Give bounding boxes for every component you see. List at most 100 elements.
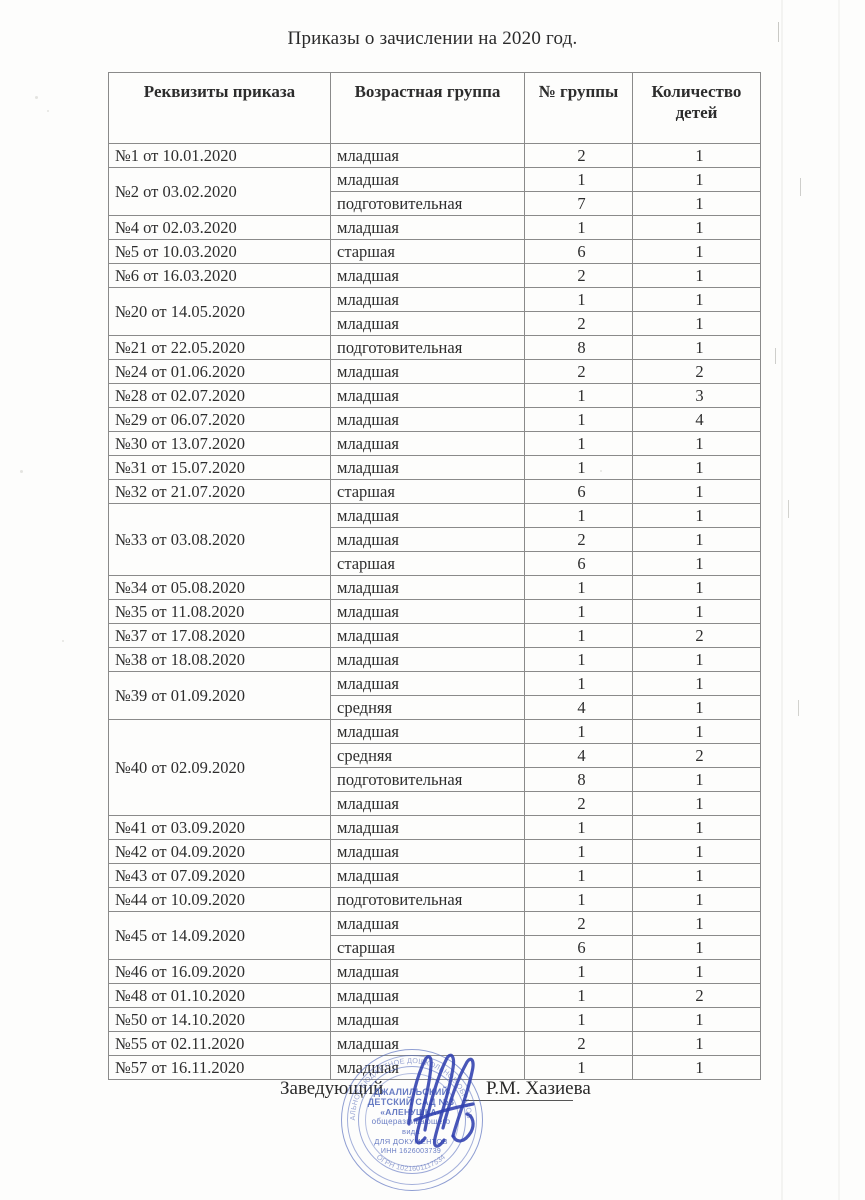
table-body: №1 от 10.01.2020 младшая 2 1 №2 от 03.02.202… <box>108 143 761 1080</box>
cell-requisite: №40 от 02.09.2020 <box>108 719 331 816</box>
table-row: №30 от 13.07.2020 младшая 1 1 <box>108 431 761 456</box>
cell-age-group: младшая <box>330 455 525 480</box>
cell-group-number: 6 <box>524 935 633 960</box>
table-row: старшая 6 1 <box>109 935 761 960</box>
table-row: младшая 2 1 <box>109 527 761 552</box>
cell-children-count: 1 <box>632 671 761 696</box>
cell-age-group: младшая <box>330 671 525 696</box>
svg-text:ОГРН 1021601117534: ОГРН 1021601117534 <box>375 1152 447 1173</box>
cell-group-number: 2 <box>524 263 633 288</box>
signature-block: Заведующий Р.М. Хазиева <box>108 1078 760 1108</box>
cell-children-count: 3 <box>632 383 761 408</box>
cell-children-count: 1 <box>632 575 761 600</box>
cell-requisite: №2 от 03.02.2020 <box>108 167 331 216</box>
cell-requisite: №39 от 01.09.2020 <box>108 671 331 720</box>
column-header-requisite: Реквизиты приказа <box>108 72 331 144</box>
table-row: №33 от 03.08.2020 младшая 1 1 <box>108 503 761 576</box>
cell-age-group: младшая <box>330 503 525 528</box>
table-row: №28 от 02.07.2020 младшая 1 3 <box>108 383 761 408</box>
table-row: №48 от 01.10.2020 младшая 1 2 <box>108 983 761 1008</box>
cell-age-group: младшая <box>330 911 525 936</box>
cell-children-count: 1 <box>632 767 761 792</box>
cell-children-count: 1 <box>632 287 761 312</box>
table-row: №39 от 01.09.2020 младшая 1 1 <box>108 671 761 720</box>
stamp-line-4: общеразвивающего <box>371 1117 451 1126</box>
scan-artifact <box>798 700 799 716</box>
scan-artifact <box>778 22 779 42</box>
cell-age-group: средняя <box>330 695 525 720</box>
cell-group-number: 1 <box>524 671 633 696</box>
cell-requisite: №38 от 18.08.2020 <box>108 647 331 672</box>
table-row: №34 от 05.08.2020 младшая 1 1 <box>108 575 761 600</box>
table-row: №29 от 06.07.2020 младшая 1 4 <box>108 407 761 432</box>
cell-requisite: №21 от 22.05.2020 <box>108 335 331 360</box>
cell-group-number: 1 <box>524 383 633 408</box>
cell-age-group: подготовительная <box>330 887 525 912</box>
cell-group-number: 1 <box>524 983 633 1008</box>
cell-children-count: 2 <box>632 623 761 648</box>
cell-age-group: подготовительная <box>330 191 525 216</box>
cell-age-group: младшая <box>330 431 525 456</box>
cell-age-group: старшая <box>330 239 525 264</box>
table-row: №6 от 16.03.2020 младшая 2 1 <box>108 263 761 288</box>
cell-age-group: младшая <box>330 575 525 600</box>
table-row: №1 от 10.01.2020 младшая 2 1 <box>108 143 761 168</box>
table-row: №38 от 18.08.2020 младшая 1 1 <box>108 647 761 672</box>
cell-requisite: №57 от 16.11.2020 <box>108 1055 331 1080</box>
cell-requisite: №41 от 03.09.2020 <box>108 815 331 840</box>
cell-age-group: младшая <box>330 983 525 1008</box>
table-row: №43 от 07.09.2020 младшая 1 1 <box>108 863 761 888</box>
table-row: №55 от 02.11.2020 младшая 2 1 <box>108 1031 761 1056</box>
cell-requisite: №6 от 16.03.2020 <box>108 263 331 288</box>
cell-requisite: №45 от 14.09.2020 <box>108 911 331 960</box>
cell-group-number: 1 <box>524 431 633 456</box>
table-row: №46 от 16.09.2020 младшая 1 1 <box>108 959 761 984</box>
table-row: №35 от 11.08.2020 младшая 1 1 <box>108 599 761 624</box>
cell-age-group: старшая <box>330 479 525 504</box>
table-row: №2 от 03.02.2020 младшая 1 1 <box>108 167 761 216</box>
cell-age-group: старшая <box>330 551 525 576</box>
cell-group-number: 2 <box>524 527 633 552</box>
stamp-line-5: вида <box>402 1127 420 1136</box>
cell-group-number: 1 <box>524 407 633 432</box>
table-row: №5 от 10.03.2020 старшая 6 1 <box>108 239 761 264</box>
table-row: №21 от 22.05.2020 подготовительная 8 1 <box>108 335 761 360</box>
signature-position-label: Заведующий <box>280 1078 384 1099</box>
cell-group-number: 1 <box>524 1007 633 1032</box>
cell-group-number: 2 <box>524 311 633 336</box>
scan-artifact <box>62 640 64 642</box>
scan-artifact <box>838 0 840 1200</box>
cell-age-group: младшая <box>330 815 525 840</box>
cell-group-number: 1 <box>524 599 633 624</box>
cell-age-group: подготовительная <box>330 767 525 792</box>
cell-requisite: №4 от 02.03.2020 <box>108 215 331 240</box>
cell-requisite: №55 от 02.11.2020 <box>108 1031 331 1056</box>
cell-group-number: 2 <box>524 911 633 936</box>
cell-group-number: 1 <box>524 455 633 480</box>
cell-requisite: №20 от 14.05.2020 <box>108 287 331 336</box>
cell-group-number: 2 <box>524 1031 633 1056</box>
table-row: №20 от 14.05.2020 младшая 1 1 <box>108 287 761 336</box>
cell-age-group: младшая <box>330 527 525 552</box>
scan-artifact <box>47 110 49 112</box>
cell-children-count: 1 <box>632 335 761 360</box>
cell-group-number: 7 <box>524 191 633 216</box>
scan-artifact <box>781 0 783 1200</box>
cell-age-group: младшая <box>330 1031 525 1056</box>
cell-group-number: 1 <box>524 839 633 864</box>
cell-group-number: 1 <box>524 719 633 744</box>
cell-group-number: 6 <box>524 551 633 576</box>
table-header-row: Реквизиты приказа Возрастная группа № гр… <box>108 72 761 144</box>
cell-children-count: 1 <box>632 167 761 192</box>
table-row: №41 от 03.09.2020 младшая 1 1 <box>108 815 761 840</box>
table-row: №24 от 01.06.2020 младшая 2 2 <box>108 359 761 384</box>
cell-requisite: №28 от 02.07.2020 <box>108 383 331 408</box>
scan-artifact <box>800 178 801 196</box>
table-row: №37 от 17.08.2020 младшая 1 2 <box>108 623 761 648</box>
cell-age-group: старшая <box>330 935 525 960</box>
table-row: №45 от 14.09.2020 младшая 2 1 <box>108 911 761 960</box>
table-row: №32 от 21.07.2020 старшая 6 1 <box>108 479 761 504</box>
cell-age-group: младшая <box>330 647 525 672</box>
table-row: №50 от 14.10.2020 младшая 1 1 <box>108 1007 761 1032</box>
cell-children-count: 2 <box>632 743 761 768</box>
